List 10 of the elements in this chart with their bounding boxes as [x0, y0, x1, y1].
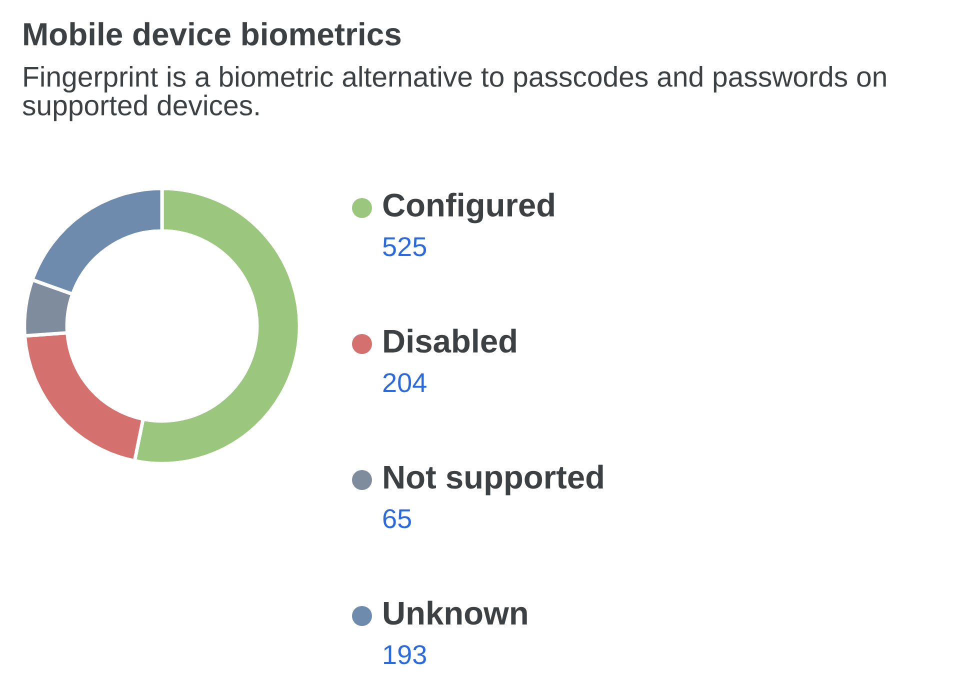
data-label: 204 — [383, 373, 426, 392]
legend-label: Disabled — [384, 328, 516, 353]
legend-label: Not supported — [384, 464, 603, 496]
legend-label: Unknown — [384, 600, 527, 625]
data-label: 65 — [383, 509, 411, 528]
chart-subtitle: Fingerprint is a biometric alternative to passcodes and passwords on supported devices. — [22, 66, 886, 122]
data-label: 193 — [384, 645, 426, 664]
data-label: 525 — [383, 237, 426, 256]
chart-title: Mobile device biometrics — [24, 22, 401, 46]
legend-label: Configured — [383, 192, 554, 224]
